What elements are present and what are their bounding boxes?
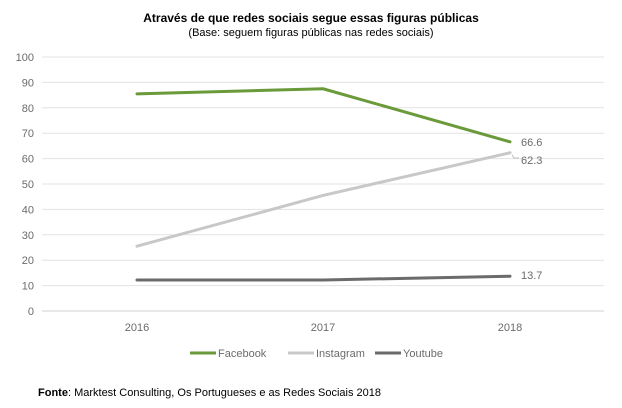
x-tick-label: 2017: [311, 322, 335, 334]
x-tick-label: 2018: [498, 322, 522, 334]
y-tick-label: 20: [22, 255, 34, 267]
source-label: Fonte: [38, 387, 68, 399]
line-chart: 0 10 20 30 40 50 60 70 80 90 100 2016 2017 2018 66.6 62…: [16, 52, 604, 360]
y-tick-label: 50: [22, 179, 34, 191]
y-tick-label: 40: [22, 204, 34, 216]
chart-subtitle: (Base: seguem figuras públicas nas redes…: [188, 27, 434, 39]
data-label-youtube: 13.7: [521, 270, 542, 282]
y-tick-label: 90: [22, 77, 34, 89]
y-tick-label: 100: [16, 52, 34, 64]
y-tick-label: 10: [22, 281, 34, 293]
y-tick-label: 70: [22, 128, 34, 140]
legend-label-facebook: Facebook: [218, 348, 267, 360]
series-line-instagram: [135, 151, 512, 248]
source-text: : Marktest Consulting, Os Portugueses e …: [67, 387, 382, 399]
series-line-facebook: [135, 87, 512, 144]
y-tick-label: 0: [28, 306, 34, 318]
legend-label-youtube: Youtube: [403, 348, 443, 360]
source-note: Fonte: Marktest Consulting, Os Portugues…: [38, 387, 381, 399]
data-label-instagram: 62.3: [521, 155, 542, 167]
data-label-facebook: 66.6: [521, 137, 542, 149]
y-tick-label: 80: [22, 103, 34, 115]
y-tick-label: 30: [22, 230, 34, 242]
chart-title: Através de que redes sociais segue essas…: [143, 11, 479, 25]
x-tick-label: 2016: [125, 322, 149, 334]
legend-label-instagram: Instagram: [316, 348, 365, 360]
series-line-youtube: [135, 274, 512, 282]
data-label-leader: [511, 154, 519, 159]
y-tick-label: 60: [22, 154, 34, 166]
